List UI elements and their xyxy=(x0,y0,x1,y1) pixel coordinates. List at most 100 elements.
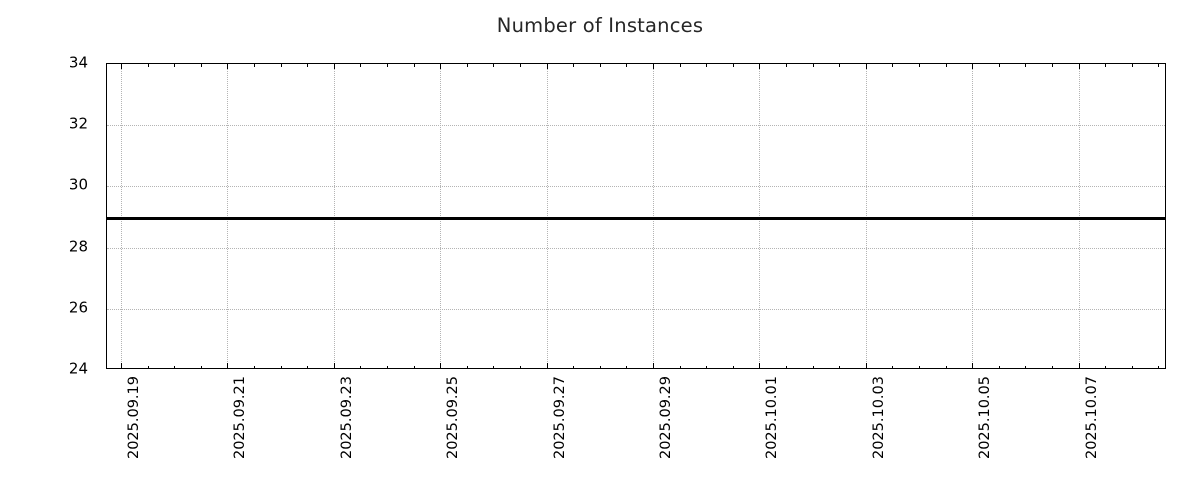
y-axis-tick-label: 24 xyxy=(68,359,88,378)
x-axis-tick xyxy=(440,64,442,69)
x-axis-minor-tick xyxy=(839,365,841,368)
y-axis-tick-label: 28 xyxy=(68,237,88,256)
x-axis-tick xyxy=(440,363,442,368)
x-axis-minor-tick xyxy=(1025,64,1027,67)
x-axis-tick xyxy=(972,363,974,368)
y-axis-tick-label: 32 xyxy=(68,114,88,133)
x-axis-minor-tick xyxy=(812,64,814,67)
x-axis-tick xyxy=(972,64,974,69)
data-series-line xyxy=(107,217,1165,220)
x-axis-tick xyxy=(759,64,761,69)
x-axis-minor-tick xyxy=(1158,64,1160,67)
x-axis-minor-tick xyxy=(307,64,309,67)
x-axis-minor-tick xyxy=(174,365,176,368)
x-axis-minor-tick xyxy=(573,365,575,368)
x-axis-minor-tick xyxy=(998,365,1000,368)
x-axis-tick-label: 2025.10.03 xyxy=(870,376,887,460)
x-axis-tick xyxy=(759,363,761,368)
x-axis-minor-tick xyxy=(1052,365,1053,368)
x-axis-minor-tick xyxy=(466,64,468,67)
x-axis-tick-label: 2025.10.05 xyxy=(977,376,994,460)
gridline-horizontal xyxy=(107,308,1165,310)
x-axis-minor-tick xyxy=(147,64,149,67)
gridline-vertical xyxy=(227,64,229,368)
x-axis-tick xyxy=(333,64,335,69)
plot-area xyxy=(106,63,1166,369)
y-axis-tick-label: 30 xyxy=(68,175,88,194)
x-axis-minor-tick xyxy=(786,64,787,67)
x-axis-minor-tick xyxy=(493,64,495,67)
x-axis-tick xyxy=(546,64,548,69)
x-axis-minor-tick xyxy=(812,365,814,368)
x-axis-tick xyxy=(546,363,548,368)
x-axis-tick xyxy=(333,363,335,368)
gridline-vertical xyxy=(865,64,867,368)
x-axis-minor-tick xyxy=(706,365,708,368)
gridline-vertical xyxy=(759,64,761,368)
x-axis-minor-tick xyxy=(1131,64,1133,67)
gridline-horizontal xyxy=(107,186,1165,188)
x-axis-minor-tick xyxy=(200,64,202,67)
gridlines xyxy=(107,64,1165,368)
x-axis-minor-tick xyxy=(945,365,947,368)
x-axis-minor-tick xyxy=(786,365,787,368)
x-axis-tick xyxy=(865,363,867,368)
x-axis-minor-tick xyxy=(1105,365,1107,368)
x-axis-minor-tick xyxy=(254,64,255,67)
x-axis-minor-tick xyxy=(892,64,894,67)
x-axis-tick-label: 2025.09.29 xyxy=(658,376,674,460)
x-axis-minor-tick xyxy=(1131,365,1133,368)
x-axis-minor-tick xyxy=(1105,64,1107,67)
x-axis-minor-tick xyxy=(520,64,521,67)
x-axis-tick xyxy=(121,363,122,368)
x-axis-tick-label: 2025.09.19 xyxy=(126,376,142,460)
x-axis-minor-tick xyxy=(413,365,415,368)
x-axis-minor-tick xyxy=(280,365,282,368)
x-axis-minor-tick xyxy=(520,365,521,368)
x-axis-minor-tick xyxy=(599,64,601,67)
gridline-vertical xyxy=(1078,64,1080,368)
gridline-vertical xyxy=(333,64,335,368)
x-axis-minor-tick xyxy=(626,365,628,368)
x-axis-minor-tick xyxy=(945,64,947,67)
x-axis-minor-tick xyxy=(706,64,708,67)
x-axis-minor-tick xyxy=(732,64,734,67)
x-axis-minor-tick xyxy=(466,365,468,368)
x-axis-tick xyxy=(1078,64,1080,69)
x-axis-minor-tick xyxy=(147,365,149,368)
x-axis-minor-tick xyxy=(307,365,309,368)
x-axis-minor-tick xyxy=(599,365,601,368)
x-axis-minor-tick xyxy=(732,365,734,368)
x-axis-minor-tick xyxy=(1025,365,1027,368)
x-axis-minor-tick xyxy=(413,64,415,67)
x-axis-minor-tick xyxy=(387,365,388,368)
x-axis-minor-tick xyxy=(998,64,1000,67)
data-series-layer xyxy=(107,64,1165,368)
gridline-horizontal xyxy=(107,125,1165,127)
x-axis-minor-tick xyxy=(1158,365,1160,368)
x-axis-minor-tick xyxy=(839,64,841,67)
gridline-vertical xyxy=(546,64,548,368)
x-axis-tick-label: 2025.10.07 xyxy=(1083,376,1100,460)
axis-ticks xyxy=(107,64,1165,368)
x-axis-tick-label: 2025.09.25 xyxy=(445,376,462,460)
chart-title: Number of Instances xyxy=(496,14,704,37)
x-axis-minor-tick xyxy=(200,365,202,368)
x-axis-tick xyxy=(653,363,654,368)
gridline-vertical xyxy=(972,64,974,368)
x-axis-minor-tick xyxy=(387,64,388,67)
gridline-vertical xyxy=(440,64,442,368)
x-axis-minor-tick xyxy=(280,64,282,67)
x-axis-minor-tick xyxy=(679,365,681,368)
x-axis-tick-label: 2025.09.21 xyxy=(232,376,249,460)
x-axis-minor-tick xyxy=(892,365,894,368)
x-axis-minor-tick xyxy=(360,64,362,67)
x-axis-minor-tick xyxy=(254,365,255,368)
x-axis-minor-tick xyxy=(919,64,920,67)
gridline-vertical xyxy=(653,64,654,368)
x-axis-tick xyxy=(1078,363,1080,368)
x-axis-tick-label: 2025.09.27 xyxy=(551,376,568,460)
x-axis-tick xyxy=(227,64,229,69)
x-axis-minor-tick xyxy=(1052,64,1053,67)
